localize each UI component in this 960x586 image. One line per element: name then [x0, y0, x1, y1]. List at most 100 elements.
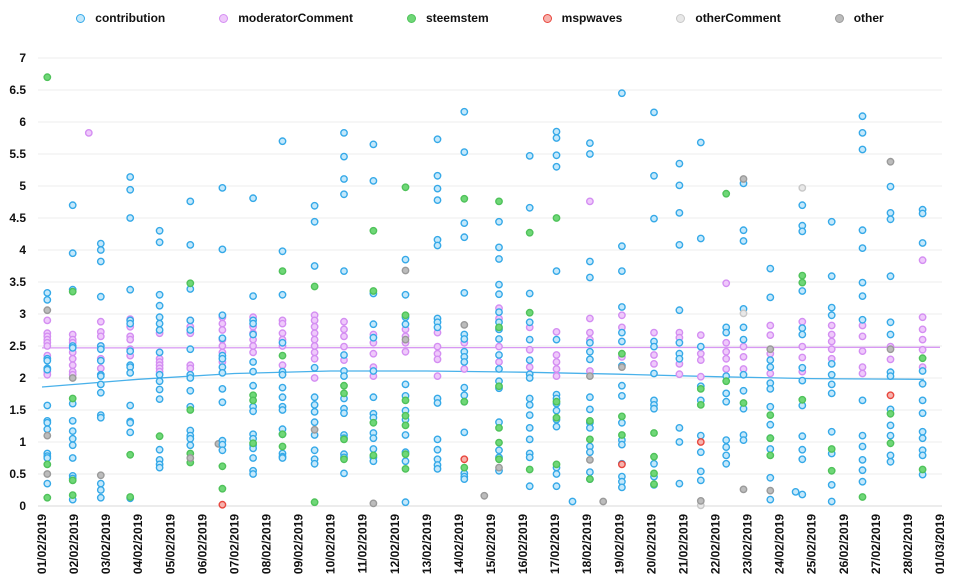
data-point-contribution[interactable]	[433, 464, 442, 473]
data-point-moderatorcomment[interactable]	[552, 365, 561, 373]
data-point-contribution[interactable]	[310, 217, 319, 226]
data-point-contribution[interactable]	[155, 326, 164, 334]
data-point-contribution[interactable]	[525, 423, 534, 432]
data-point-moderatorcomment[interactable]	[552, 372, 561, 380]
data-point-contribution[interactable]	[918, 239, 927, 247]
data-point-other[interactable]	[480, 491, 489, 500]
data-point-contribution[interactable]	[155, 348, 164, 357]
data-point-moderatorcomment[interactable]	[43, 316, 52, 325]
data-point-contribution[interactable]	[155, 226, 164, 235]
data-point-contribution[interactable]	[827, 370, 836, 379]
data-point-contribution[interactable]	[155, 395, 164, 403]
data-point-contribution[interactable]	[739, 386, 748, 395]
data-point-contribution[interactable]	[586, 139, 594, 148]
data-point-contribution[interactable]	[460, 383, 469, 392]
data-point-moderatorcomment[interactable]	[84, 128, 93, 137]
data-point-other[interactable]	[739, 175, 748, 183]
data-point-contribution[interactable]	[126, 368, 135, 377]
data-point-steemstem[interactable]	[369, 451, 378, 460]
data-point-contribution[interactable]	[918, 434, 927, 443]
data-point-contribution[interactable]	[525, 151, 534, 160]
data-point-moderatorcomment[interactable]	[918, 325, 927, 334]
data-point-contribution[interactable]	[186, 240, 195, 249]
data-point-steemstem[interactable]	[618, 412, 626, 421]
data-point-steemstem[interactable]	[340, 455, 348, 464]
data-point-contribution[interactable]	[766, 264, 775, 273]
data-point-contribution[interactable]	[675, 181, 684, 190]
data-point-contribution[interactable]	[650, 342, 658, 351]
data-point-contribution[interactable]	[766, 384, 775, 393]
data-point-contribution[interactable]	[96, 345, 105, 354]
data-point-contribution[interactable]	[186, 316, 195, 325]
data-point-steemstem[interactable]	[43, 493, 52, 502]
data-point-contribution[interactable]	[340, 190, 348, 199]
data-point-contribution[interactable]	[186, 197, 195, 206]
data-point-contribution[interactable]	[460, 428, 469, 437]
data-point-steemstem[interactable]	[495, 423, 503, 432]
data-point-contribution[interactable]	[858, 455, 867, 464]
data-point-contribution[interactable]	[886, 215, 895, 224]
data-point-steemstem[interactable]	[886, 409, 895, 418]
data-point-contribution[interactable]	[155, 319, 164, 328]
data-point-contribution[interactable]	[766, 420, 775, 429]
data-point-contribution[interactable]	[766, 293, 775, 302]
data-point-contribution[interactable]	[918, 396, 927, 405]
data-point-contribution[interactable]	[218, 398, 227, 407]
data-point-contribution[interactable]	[827, 359, 836, 368]
data-point-contribution[interactable]	[675, 159, 684, 168]
data-point-steemstem[interactable]	[340, 435, 348, 444]
data-point-moderatorcomment[interactable]	[310, 342, 319, 350]
data-point-contribution[interactable]	[126, 401, 135, 410]
data-point-steemstem[interactable]	[401, 421, 410, 430]
data-point-steemstem[interactable]	[340, 389, 348, 398]
data-point-steemstem[interactable]	[460, 194, 469, 203]
data-point-moderatorcomment[interactable]	[858, 369, 867, 378]
data-point-contribution[interactable]	[827, 497, 836, 506]
data-point-contribution[interactable]	[401, 457, 410, 466]
data-point-steemstem[interactable]	[766, 451, 775, 460]
data-point-contribution[interactable]	[278, 338, 287, 347]
data-point-contribution[interactable]	[126, 428, 135, 437]
data-point-contribution[interactable]	[618, 418, 626, 427]
data-point-contribution[interactable]	[68, 454, 77, 462]
data-point-moderatorcomment[interactable]	[340, 317, 348, 326]
data-point-other[interactable]	[766, 345, 775, 354]
data-point-contribution[interactable]	[858, 278, 867, 287]
data-point-contribution[interactable]	[552, 134, 561, 142]
data-point-contribution[interactable]	[495, 217, 503, 226]
data-point-contribution[interactable]	[586, 423, 594, 432]
data-point-contribution[interactable]	[525, 289, 534, 298]
data-point-contribution[interactable]	[401, 290, 410, 299]
data-point-contribution[interactable]	[68, 201, 77, 210]
data-point-contribution[interactable]	[766, 495, 775, 504]
data-point-moderatorcomment[interactable]	[739, 352, 748, 361]
data-point-contribution[interactable]	[126, 319, 135, 328]
data-point-steemstem[interactable]	[650, 480, 658, 489]
data-point-contribution[interactable]	[433, 184, 442, 193]
data-point-steemstem[interactable]	[798, 395, 807, 404]
data-point-contribution[interactable]	[766, 445, 775, 453]
data-point-contribution[interactable]	[586, 150, 594, 158]
data-point-contribution[interactable]	[218, 311, 227, 320]
data-point-contribution[interactable]	[96, 493, 105, 502]
data-point-moderatorcomment[interactable]	[766, 321, 775, 330]
data-point-contribution[interactable]	[218, 334, 227, 343]
data-point-contribution[interactable]	[675, 479, 684, 488]
legend-item-moderatorcomment[interactable]: moderatorComment	[219, 11, 353, 25]
data-point-contribution[interactable]	[696, 467, 705, 476]
data-point-contribution[interactable]	[552, 470, 561, 478]
data-point-steemstem[interactable]	[918, 354, 927, 363]
data-point-contribution[interactable]	[340, 267, 348, 275]
data-point-contribution[interactable]	[401, 320, 410, 329]
data-point-other[interactable]	[186, 454, 195, 462]
data-point-contribution[interactable]	[340, 175, 348, 183]
data-point-contribution[interactable]	[249, 330, 258, 339]
data-point-contribution[interactable]	[155, 301, 164, 310]
data-point-steemstem[interactable]	[525, 308, 534, 317]
data-point-contribution[interactable]	[798, 324, 807, 332]
data-point-contribution[interactable]	[278, 454, 287, 462]
data-point-moderatorcomment[interactable]	[858, 347, 867, 355]
data-point-contribution[interactable]	[43, 479, 52, 488]
data-point-contribution[interactable]	[401, 255, 410, 264]
data-point-contribution[interactable]	[798, 490, 807, 499]
